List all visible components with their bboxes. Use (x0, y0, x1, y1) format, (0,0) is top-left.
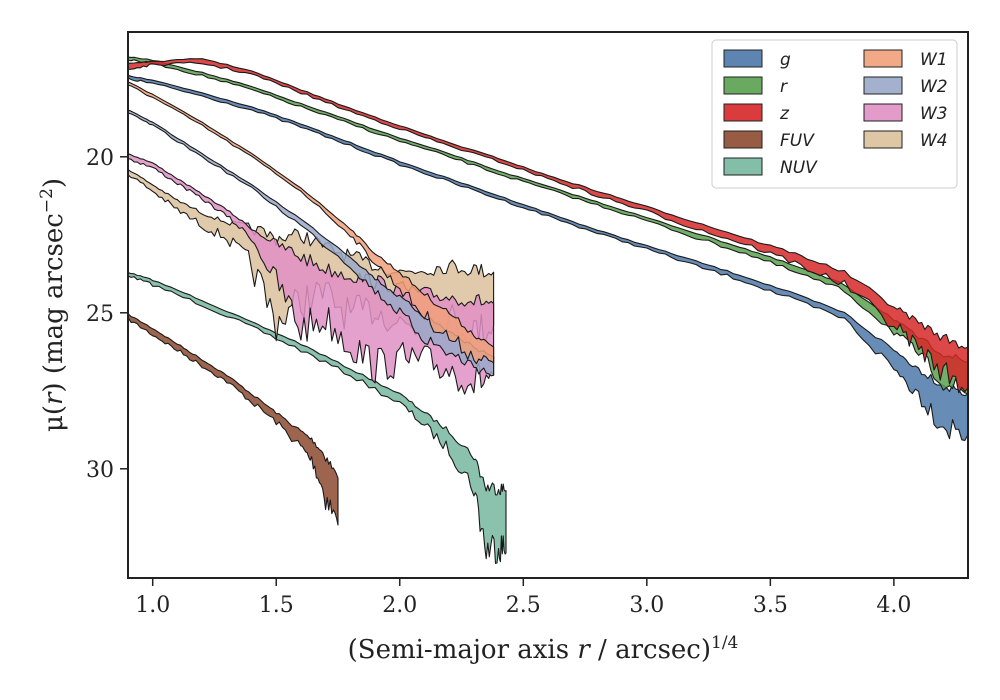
legend-label-W1: W1 (920, 50, 948, 70)
legend-swatch-W1 (863, 49, 903, 68)
x-tick-label: 2.5 (506, 593, 541, 618)
x-axis-label-variable: r (577, 635, 591, 665)
x-tick-label: 3.5 (753, 593, 788, 618)
legend-label-FUV: FUV (780, 131, 815, 151)
x-axis-label: (Semi-major axis r / arcsec)1/4 (348, 633, 739, 665)
band-W1 (127, 81, 495, 365)
y-tick-label: 30 (86, 458, 114, 483)
plot-frame (127, 31, 969, 579)
y-axis-label-unit: ) (mag arcsec (39, 213, 69, 392)
legend-label-NUV: NUV (780, 158, 818, 178)
y-axis-label-close: ) (39, 178, 69, 188)
legend-label-W4: W4 (920, 131, 948, 151)
x-tick-label: 1.0 (135, 593, 170, 618)
y-axis-label-prefix: μ( (39, 405, 69, 432)
y-tick-label: 20 (86, 146, 114, 171)
legend: grz FUV NUV W1 W2 W3 W4 (711, 39, 958, 189)
x-tick-label: 1.5 (259, 593, 294, 618)
x-tick-label: 2.0 (382, 593, 417, 618)
legend-swatch-r (723, 76, 763, 95)
legend-swatch-W3 (863, 103, 903, 122)
x-axis-label-exponent: 1/4 (711, 633, 738, 653)
legend-label-g: g (780, 50, 791, 70)
legend-label-W3: W3 (920, 104, 948, 124)
y-axis-label: μ(r) (mag arcsec−2) (37, 178, 69, 432)
legend-swatch-FUV (723, 130, 763, 149)
x-axis: 1.0 1.5 2.0 2.5 3.0 3.5 4.0 (135, 578, 911, 618)
x-tick-label: 3.0 (629, 593, 664, 618)
y-axis: 20 25 30 (86, 146, 128, 483)
x-axis-label-prefix: (Semi-major axis (348, 635, 578, 665)
band-FUV (127, 313, 339, 526)
y-tick-label: 25 (86, 302, 114, 327)
y-axis-label-variable: r (39, 391, 69, 405)
legend-swatch-W4 (863, 130, 903, 149)
legend-swatch-NUV (723, 157, 763, 176)
legend-label-z: z (779, 104, 790, 124)
legend-label-W2: W2 (920, 77, 948, 97)
legend-swatch-g (723, 49, 763, 68)
band-NUV (127, 271, 507, 564)
legend-swatch-W2 (863, 76, 903, 95)
band-layer (127, 56, 969, 564)
x-tick-label: 4.0 (876, 593, 911, 618)
x-axis-label-suffix: / arcsec) (590, 635, 711, 665)
legend-swatch-z (723, 103, 763, 122)
band-W2 (127, 109, 495, 377)
legend-label-r: r (780, 77, 788, 97)
y-axis-label-exponent: −2 (37, 188, 57, 213)
